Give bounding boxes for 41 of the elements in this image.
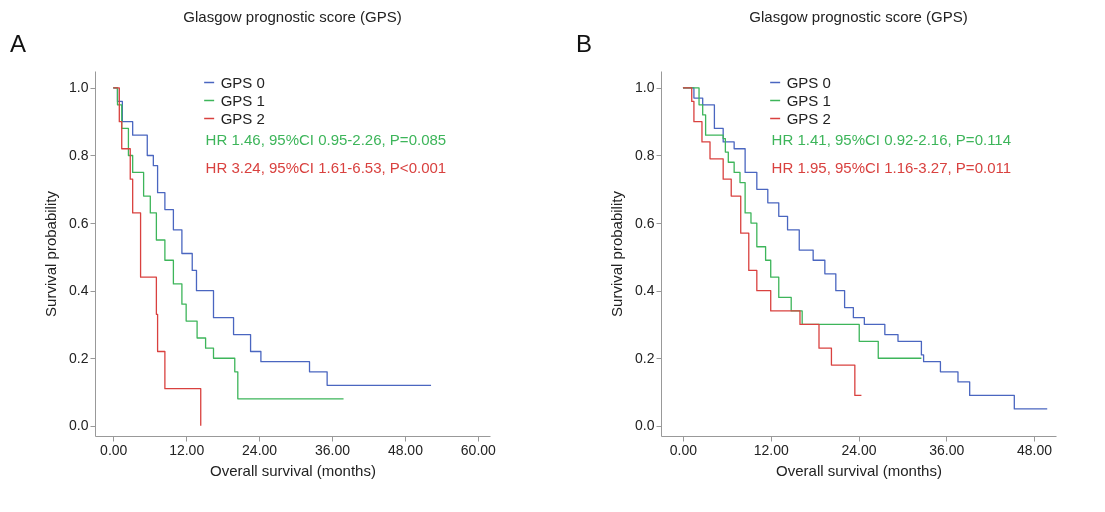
- y-tick-label: 0.0: [69, 417, 89, 434]
- y-axis-title: Survival probability: [608, 190, 626, 317]
- x-tick-label: 60.00: [460, 441, 497, 458]
- text: B: [576, 30, 593, 57]
- legend-label: GPS 1: [786, 91, 831, 109]
- annotation: HR 3.24, 95%CI 1.61-6.53, P<0.001: [205, 159, 447, 177]
- y-tick-label: 0.0: [635, 417, 655, 434]
- text: A: [10, 30, 27, 57]
- annotation: HR 1.95, 95%CI 1.16-3.27, P=0.011: [771, 159, 1012, 177]
- x-tick-label: 12.00: [753, 441, 789, 458]
- x-axis-title: Overall survival (months): [210, 461, 376, 479]
- annotation: HR 1.46, 95%CI 0.95-2.26, P=0.085: [205, 131, 447, 149]
- y-tick-label: 0.2: [69, 349, 89, 366]
- legend-label: GPS 0: [220, 73, 265, 91]
- x-tick-label: 24.00: [242, 441, 278, 458]
- x-axis-title: Overall survival (months): [776, 461, 942, 479]
- annotation: HR 1.41, 95%CI 0.92-2.16, P=0.114: [771, 131, 1012, 149]
- y-axis-title: Survival probability: [42, 190, 60, 317]
- legend-label: GPS 0: [786, 73, 831, 91]
- x-tick-label: 12.00: [169, 441, 205, 458]
- legend-label: GPS 2: [786, 109, 831, 127]
- x-tick-label: 24.00: [841, 441, 877, 458]
- y-tick-label: 0.8: [69, 146, 89, 163]
- x-tick-label: 48.00: [387, 441, 424, 458]
- y-tick-label: 0.4: [69, 282, 89, 299]
- legend-label: GPS 1: [220, 91, 265, 109]
- y-tick-label: 0.6: [69, 214, 89, 231]
- y-tick-label: 0.4: [635, 282, 655, 299]
- x-tick-label: 36.00: [929, 441, 965, 458]
- y-tick-label: 1.0: [69, 79, 89, 96]
- y-tick-label: 1.0: [635, 79, 655, 96]
- x-tick-label: 0.00: [100, 441, 128, 458]
- x-tick-label: 36.00: [314, 441, 351, 458]
- y-tick-label: 0.8: [635, 146, 655, 163]
- chart-title: Glasgow prognostic score (GPS): [749, 8, 968, 25]
- y-tick-label: 0.6: [635, 214, 655, 231]
- x-tick-label: 48.00: [1017, 441, 1053, 458]
- legend-label: GPS 2: [220, 109, 265, 127]
- chart-title: Glasgow prognostic score (GPS): [183, 8, 402, 25]
- y-tick-label: 0.2: [635, 349, 655, 366]
- x-tick-label: 0.00: [669, 441, 698, 458]
